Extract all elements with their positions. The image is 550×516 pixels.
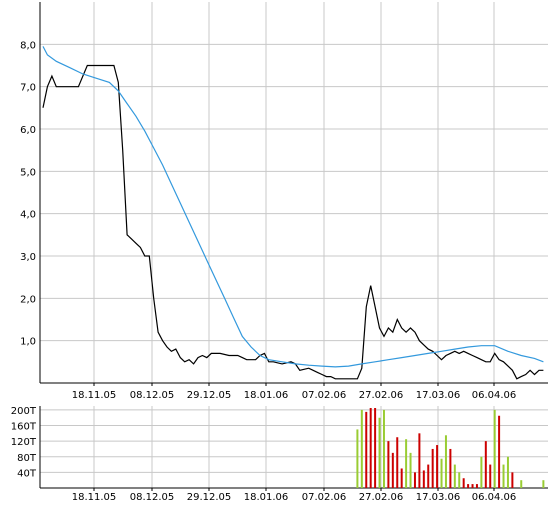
volume-x-tick-label: 08.12.05 [130,492,175,503]
volume-x-tick-label: 27.02.06 [359,492,404,503]
price-y-tick-label: 6,0 [20,125,36,136]
price-chart-panel: 1,0 2,0 3,0 4,0 5,0 6,0 7,0 8,0 18.11.05 08.12.05… [20,2,548,401]
volume-chart-panel: 40T 80T 120T 160T 200T 18.11.05 08.12.05 29.12.… [11,406,548,503]
volume-x-tick-label: 18.11.05 [72,492,117,503]
price-x-tick-label: 17.03.06 [416,390,461,401]
price-x-tick-label: 18.01.06 [244,390,289,401]
price-x-tick-label: 27.02.06 [359,390,404,401]
price-y-tick-label: 4,0 [20,210,36,221]
volume-x-tick-label: 29.12.05 [187,492,232,503]
volume-y-tick-label: 40T [17,468,37,479]
price-y-tick-label: 8,0 [20,40,36,51]
price-x-tick-label: 18.11.05 [72,390,117,401]
price-x-tick-label: 06.04.06 [472,390,517,401]
price-x-tick-label: 29.12.05 [187,390,232,401]
volume-x-tick-label: 06.04.06 [472,492,517,503]
price-y-tick-label: 1,0 [20,337,36,348]
price-y-tick-label: 2,0 [20,294,36,305]
price-y-tick-label: 7,0 [20,83,36,94]
volume-y-tick-label: 120T [11,437,37,448]
volume-y-tick-label: 160T [11,422,37,433]
series-line-0 [42,64,544,380]
volume-x-tick-label: 07.02.06 [302,492,347,503]
price-x-tick-label: 08.12.05 [130,390,175,401]
volume-x-tick-label: 17.03.06 [416,492,461,503]
volume-x-tick-label: 18.01.06 [244,492,289,503]
price-y-tick-label: 3,0 [20,252,36,263]
volume-y-tick-label: 200T [11,406,37,417]
price-y-tick-label: 5,0 [20,167,36,178]
price-x-tick-label: 07.02.06 [302,390,347,401]
series-line-1 [42,46,544,368]
volume-y-tick-label: 80T [17,453,37,464]
